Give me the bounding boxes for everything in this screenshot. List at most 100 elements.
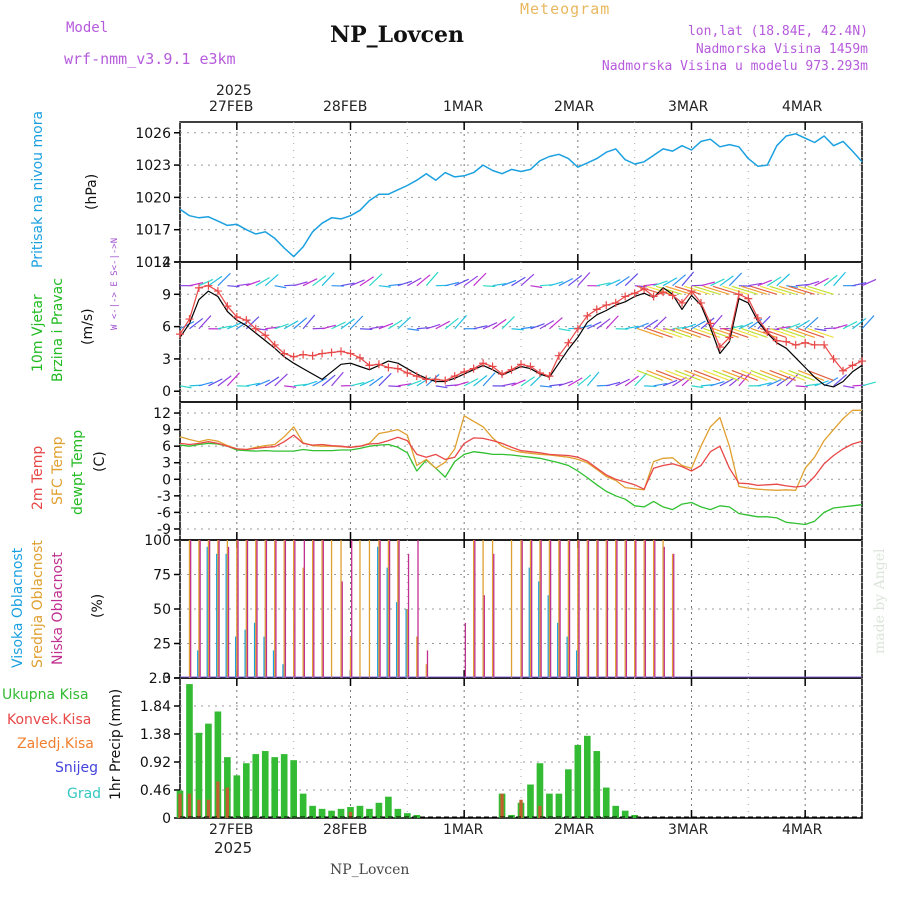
wind-barb bbox=[646, 285, 673, 295]
wind-mark bbox=[488, 362, 497, 371]
wind-barb bbox=[511, 379, 526, 387]
wind-barb bbox=[444, 317, 459, 330]
wind-barb bbox=[246, 280, 261, 287]
precip-bar-total bbox=[318, 808, 326, 818]
wind-barb bbox=[710, 278, 725, 287]
wind-mark bbox=[858, 357, 866, 366]
dewpoint-line bbox=[179, 442, 863, 526]
wind-barb bbox=[530, 323, 545, 330]
wind-mark bbox=[318, 349, 327, 358]
wind-mark bbox=[602, 301, 611, 310]
wind-barb bbox=[709, 314, 723, 330]
wind-barb bbox=[805, 383, 819, 387]
precip-bar-total bbox=[261, 751, 269, 818]
wind-barb bbox=[655, 285, 683, 295]
wind-mark bbox=[839, 366, 848, 375]
pressure-line bbox=[179, 133, 863, 258]
wind-barb bbox=[760, 285, 787, 295]
wind-barb bbox=[558, 277, 574, 287]
wind-barb bbox=[861, 381, 876, 387]
wind-barb bbox=[712, 327, 740, 338]
wind-barb bbox=[712, 285, 740, 295]
precip-bar-convective bbox=[348, 811, 353, 818]
wind-barb bbox=[407, 328, 420, 331]
wind-barb bbox=[359, 328, 373, 330]
wind-barb bbox=[615, 378, 630, 387]
wind-barb bbox=[653, 316, 667, 330]
wind-barb bbox=[760, 369, 787, 382]
wind-barb bbox=[804, 280, 820, 287]
y-tick-label: 1014 bbox=[135, 255, 171, 271]
y-tick-label: -9 bbox=[157, 522, 171, 538]
wind-mark bbox=[441, 376, 450, 385]
top-date-label-3: 2MAR bbox=[554, 99, 595, 115]
wind-mark bbox=[706, 319, 715, 328]
wind-mark bbox=[185, 315, 194, 324]
wind-barb bbox=[473, 272, 487, 287]
wind-barb bbox=[606, 279, 621, 287]
wind-barb bbox=[719, 275, 734, 287]
wind-mark bbox=[744, 294, 753, 303]
wind-barb bbox=[587, 321, 602, 330]
model-label: Model bbox=[66, 20, 109, 36]
wind-mark bbox=[517, 360, 525, 369]
wind-barb bbox=[293, 281, 308, 287]
wind-barb bbox=[274, 285, 287, 289]
wind-barb bbox=[302, 278, 318, 287]
legend-hail: Grad bbox=[67, 786, 102, 802]
sfc-temp-line bbox=[179, 409, 862, 491]
wind-barb bbox=[776, 273, 790, 287]
wind-barb bbox=[435, 385, 448, 389]
wind-barb bbox=[769, 369, 796, 382]
wind-mark bbox=[194, 283, 203, 292]
wind-barb bbox=[217, 375, 232, 387]
wind-barb bbox=[842, 385, 855, 389]
wind-mark bbox=[393, 364, 402, 373]
wind-mark bbox=[289, 352, 298, 361]
wind-barb bbox=[227, 322, 242, 330]
precip-bar-total bbox=[299, 793, 307, 818]
precip-bar-total bbox=[546, 793, 553, 818]
wind-barb bbox=[703, 369, 730, 382]
wind-barb bbox=[454, 381, 469, 387]
wind-mark bbox=[374, 360, 383, 369]
top-date-label-0: 27FEB bbox=[209, 99, 254, 115]
wind-barb bbox=[482, 321, 498, 330]
model-name: wrf-nmm_v3.9.1 e3km bbox=[64, 50, 236, 68]
wind-mark bbox=[412, 372, 421, 381]
wind-barb bbox=[795, 385, 808, 388]
wind-barb bbox=[511, 328, 524, 331]
wind-barb bbox=[653, 382, 668, 387]
wind-barb bbox=[246, 382, 261, 387]
wind-barb bbox=[388, 385, 401, 388]
wind-mark bbox=[346, 349, 355, 358]
wind-barb bbox=[501, 279, 517, 287]
wind-barb bbox=[274, 323, 289, 330]
precip-bar-total bbox=[252, 754, 260, 818]
wind-barb bbox=[605, 315, 619, 330]
wind-barb bbox=[425, 271, 439, 287]
wind-barb bbox=[331, 371, 344, 387]
wind-barb bbox=[568, 377, 583, 387]
wind-barb bbox=[788, 327, 815, 338]
wind-barb bbox=[769, 285, 796, 295]
wind-barb bbox=[293, 317, 308, 330]
wind-mark bbox=[725, 333, 734, 342]
wind-mark bbox=[251, 324, 260, 333]
coords-label: lon,lat (18.84E, 42.4N) bbox=[687, 24, 868, 39]
wind-barb bbox=[710, 380, 725, 387]
precip-bar-total bbox=[356, 805, 364, 818]
precip-bar-total bbox=[565, 769, 572, 818]
precip-bar-total bbox=[375, 802, 383, 818]
wind-mark bbox=[469, 364, 478, 373]
wind-mark bbox=[422, 375, 431, 384]
legend-freezing-rain: Zaledj.Kisa bbox=[17, 736, 94, 752]
wind-barb bbox=[646, 369, 673, 382]
wind-barb bbox=[482, 372, 496, 387]
wind-mark bbox=[242, 316, 251, 325]
precip-bar-convective bbox=[206, 799, 211, 818]
top-date-label-1: 28FEB bbox=[323, 99, 368, 115]
wind-barb bbox=[778, 327, 806, 338]
wind-barb bbox=[807, 285, 834, 295]
